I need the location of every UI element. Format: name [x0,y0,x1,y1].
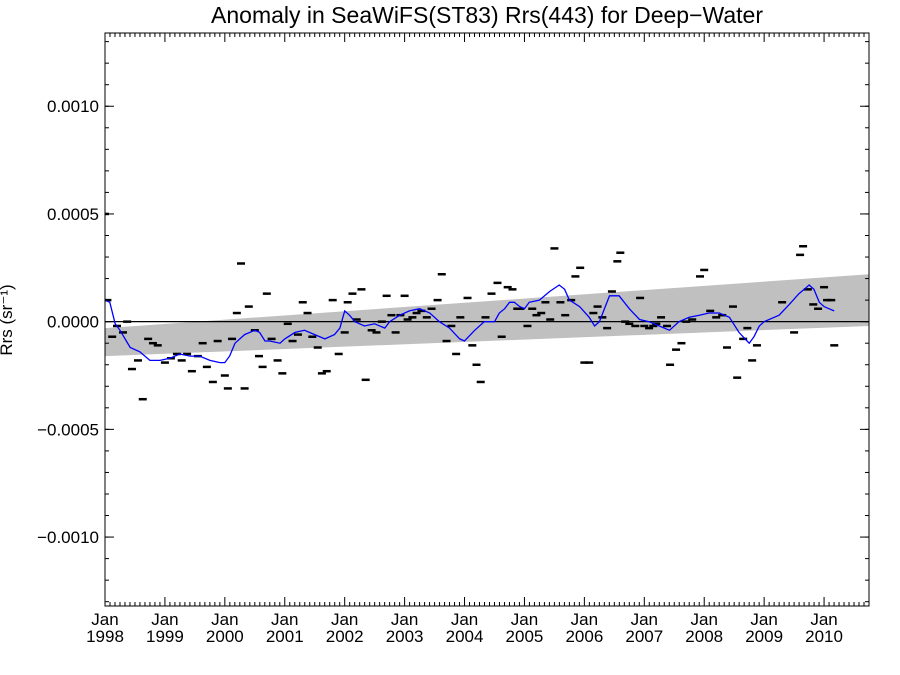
x-tick-year: 2000 [206,627,244,646]
trend-band [105,274,869,357]
x-tick-month: Jan [511,610,538,629]
y-axis-label: Rrs (sr⁻¹) [0,284,16,355]
x-tick-month: Jan [810,610,837,629]
x-tick-month: Jan [211,610,238,629]
x-tick-month: Jan [331,610,358,629]
x-tick-year: 2002 [326,627,364,646]
x-tick-year: 1999 [146,627,184,646]
x-tick-month: Jan [271,610,298,629]
x-tick-year: 2003 [386,627,424,646]
x-tick-year: 2001 [266,627,304,646]
x-tick-month: Jan [691,610,718,629]
series-line [105,284,835,364]
x-tick-year: 1998 [86,627,124,646]
data-layer [105,212,869,401]
x-tick-month: Jan [750,610,777,629]
y-tick-label: 0.0010 [47,97,99,116]
x-tick-month: Jan [451,610,478,629]
x-tick-year: 2005 [506,627,544,646]
x-tick-year: 2007 [625,627,663,646]
y-tick-label: 0.0005 [47,205,99,224]
y-tick-label: −0.0005 [37,420,99,439]
x-tick-year: 2008 [685,627,723,646]
chart-title: Anomaly in SeaWiFS(ST83) Rrs(443) for De… [211,2,763,28]
x-tick-year: 2006 [565,627,603,646]
x-tick-month: Jan [391,610,418,629]
x-tick-year: 2009 [745,627,783,646]
y-tick-label: −0.0010 [37,528,99,547]
plot-frame [104,32,870,607]
x-tick-month: Jan [571,610,598,629]
x-tick-year: 2004 [446,627,484,646]
x-tick-month: Jan [631,610,658,629]
plot-area: 0.00100.00050.0000−0.0005−0.0010Jan1998J… [37,32,870,646]
y-tick-label: 0.0000 [47,313,99,332]
x-tick-month: Jan [151,610,178,629]
x-tick-month: Jan [91,610,118,629]
x-tick-year: 2010 [805,627,843,646]
